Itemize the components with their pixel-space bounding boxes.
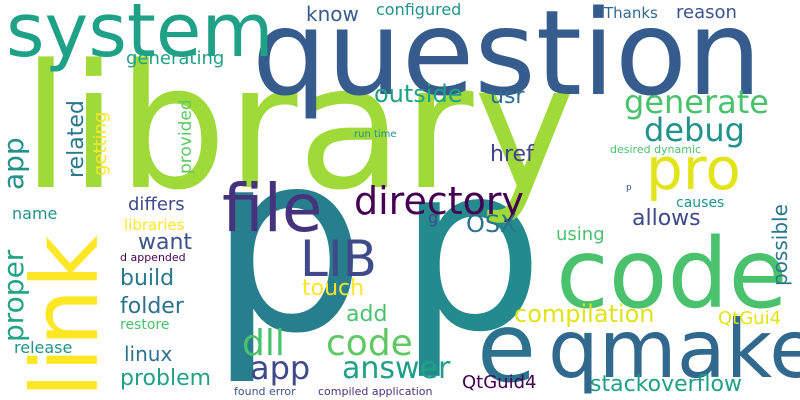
word-getting: getting [90,111,111,176]
word-add: add [346,302,388,327]
word-qtgui4: QtGui4 [718,308,782,329]
word-using: using [556,224,605,245]
word-reason: reason [676,2,737,23]
word-generate: generate [624,83,769,121]
word-release: release [14,338,73,357]
word-stackoverflow: stackoverflow [590,372,742,397]
word-linux: linux [124,342,173,366]
word-problem: problem [120,366,212,391]
word-causes: causes [676,195,725,211]
word-href: href [490,142,534,167]
word-g: g [428,208,439,227]
word-answer: answer [342,351,451,386]
word-pro: pro [646,135,741,203]
word-related: related [64,100,89,178]
word-possible: possible [768,204,792,286]
word-folder: folder [120,294,184,319]
word-directory: directory [354,179,524,223]
word-differs: differs [128,194,185,215]
word-question: question [252,0,762,122]
word-run-time: run time [354,129,397,140]
word-touch: touch [302,276,365,301]
word-code-small: code [326,323,413,364]
word-library: library [22,27,576,228]
word-generating: generating [126,48,225,69]
word-desired-dynamic: desired dynamic [610,143,702,156]
word-app-left: app [0,137,30,190]
word-file: file [222,170,323,247]
word-restore: restore [120,317,170,333]
word-dll: dll [242,323,285,364]
word-osx: OSX [466,210,517,238]
word-e: e [477,292,537,400]
word-allows: allows [632,206,701,231]
word-found-error: found error [234,385,296,398]
word-usr: usr [490,84,525,109]
word-qmake: qmake [548,303,800,396]
word-build: build [120,266,175,291]
word-app-bottom: app [250,349,311,387]
word-thanks: Thanks [604,4,658,22]
word-know: know [306,2,359,26]
word-d-appended: d appended [120,251,186,264]
word-code-big: code [556,218,788,330]
word-proper: proper [0,249,30,342]
word-system: system [6,0,274,74]
word-compilation: compilation [514,300,655,328]
word-provided: provided [176,99,196,174]
word-p-big: p [208,97,367,388]
word-qtguid4: QtGuid4 [462,372,537,393]
word-name: name [12,204,58,223]
word-p-second: p [398,116,544,383]
word-debug: debug [644,111,745,149]
word-link: link [12,235,119,398]
word-lib: LIB [300,230,377,288]
word-outside: outside [374,80,463,108]
word-p-tiny: p [626,183,632,193]
word-compiled-application: compiled application [318,385,433,398]
word-libraries: libraries [124,216,185,234]
word-configured: configured [376,0,462,19]
word-want: want [138,230,193,255]
